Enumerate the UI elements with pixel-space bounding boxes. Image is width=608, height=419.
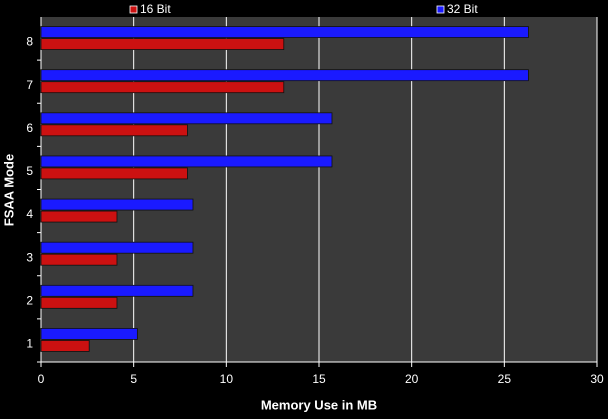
bar	[40, 112, 333, 125]
bar	[40, 328, 138, 340]
legend-label: 32 Bit	[447, 2, 478, 16]
bar	[40, 241, 194, 254]
bar	[40, 155, 333, 168]
x-tick-label: 5	[130, 372, 137, 386]
legend-swatch	[129, 5, 138, 14]
bar	[40, 81, 285, 94]
bar	[40, 26, 529, 38]
x-tick-label: 30	[590, 372, 604, 386]
x-tick-label: 25	[498, 372, 512, 386]
bar	[40, 296, 118, 309]
bar	[40, 124, 188, 137]
bar	[40, 198, 194, 211]
bar	[40, 210, 118, 223]
y-tick-label: 8	[26, 35, 33, 49]
legend-label: 16 Bit	[140, 2, 171, 16]
y-axis-title: FSAA Mode	[1, 154, 16, 226]
bar	[40, 253, 118, 266]
y-tick-label: 2	[26, 293, 33, 307]
bar	[40, 69, 529, 82]
y-tick-label: 7	[26, 78, 33, 92]
bar	[40, 340, 90, 352]
y-tick-label: 5	[26, 164, 33, 178]
x-tick-label: 10	[220, 372, 234, 386]
legend-swatch	[436, 5, 445, 14]
y-tick-label: 6	[26, 121, 33, 135]
bar	[40, 167, 188, 180]
x-tick-label: 20	[405, 372, 419, 386]
y-tick-label: 4	[26, 207, 33, 221]
bar	[40, 38, 285, 50]
x-tick-label: 0	[38, 372, 45, 386]
bar	[40, 284, 194, 297]
x-tick-label: 15	[312, 372, 326, 386]
x-axis-title: Memory Use in MB	[261, 397, 377, 412]
y-tick-label: 1	[26, 337, 33, 351]
y-tick-label: 3	[26, 250, 33, 264]
